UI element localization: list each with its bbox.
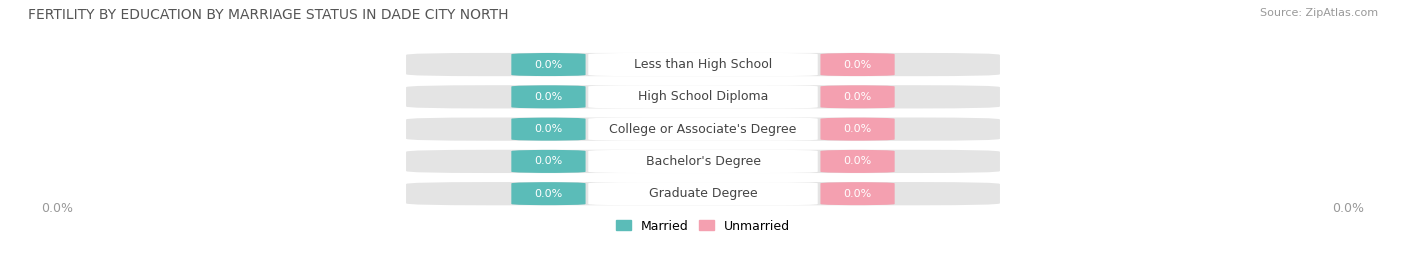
Text: 0.0%: 0.0% <box>844 124 872 134</box>
Text: 0.0%: 0.0% <box>534 156 562 167</box>
Text: Graduate Degree: Graduate Degree <box>648 187 758 200</box>
Text: 0.0%: 0.0% <box>534 59 562 70</box>
FancyBboxPatch shape <box>821 182 894 205</box>
Text: College or Associate's Degree: College or Associate's Degree <box>609 123 797 136</box>
FancyBboxPatch shape <box>821 118 894 141</box>
FancyBboxPatch shape <box>821 150 894 173</box>
Text: 0.0%: 0.0% <box>844 92 872 102</box>
FancyBboxPatch shape <box>588 53 818 76</box>
Text: 0.0%: 0.0% <box>1333 202 1364 215</box>
Text: 0.0%: 0.0% <box>534 92 562 102</box>
Text: Bachelor's Degree: Bachelor's Degree <box>645 155 761 168</box>
Text: 0.0%: 0.0% <box>844 189 872 199</box>
Text: 0.0%: 0.0% <box>844 156 872 167</box>
Text: 0.0%: 0.0% <box>534 189 562 199</box>
FancyBboxPatch shape <box>406 182 1000 205</box>
FancyBboxPatch shape <box>588 182 818 205</box>
FancyBboxPatch shape <box>588 85 818 108</box>
Text: High School Diploma: High School Diploma <box>638 90 768 103</box>
FancyBboxPatch shape <box>406 85 1000 108</box>
FancyBboxPatch shape <box>821 53 894 76</box>
FancyBboxPatch shape <box>406 150 1000 173</box>
FancyBboxPatch shape <box>406 53 1000 76</box>
Legend: Married, Unmarried: Married, Unmarried <box>616 220 790 233</box>
Text: Less than High School: Less than High School <box>634 58 772 71</box>
FancyBboxPatch shape <box>512 118 585 141</box>
FancyBboxPatch shape <box>588 118 818 141</box>
Text: 0.0%: 0.0% <box>42 202 73 215</box>
FancyBboxPatch shape <box>512 182 585 205</box>
Text: FERTILITY BY EDUCATION BY MARRIAGE STATUS IN DADE CITY NORTH: FERTILITY BY EDUCATION BY MARRIAGE STATU… <box>28 8 509 22</box>
Text: Source: ZipAtlas.com: Source: ZipAtlas.com <box>1260 8 1378 18</box>
Text: 0.0%: 0.0% <box>844 59 872 70</box>
FancyBboxPatch shape <box>512 53 585 76</box>
FancyBboxPatch shape <box>406 118 1000 141</box>
Text: 0.0%: 0.0% <box>534 124 562 134</box>
FancyBboxPatch shape <box>821 85 894 108</box>
FancyBboxPatch shape <box>512 150 585 173</box>
FancyBboxPatch shape <box>512 85 585 108</box>
FancyBboxPatch shape <box>588 150 818 173</box>
